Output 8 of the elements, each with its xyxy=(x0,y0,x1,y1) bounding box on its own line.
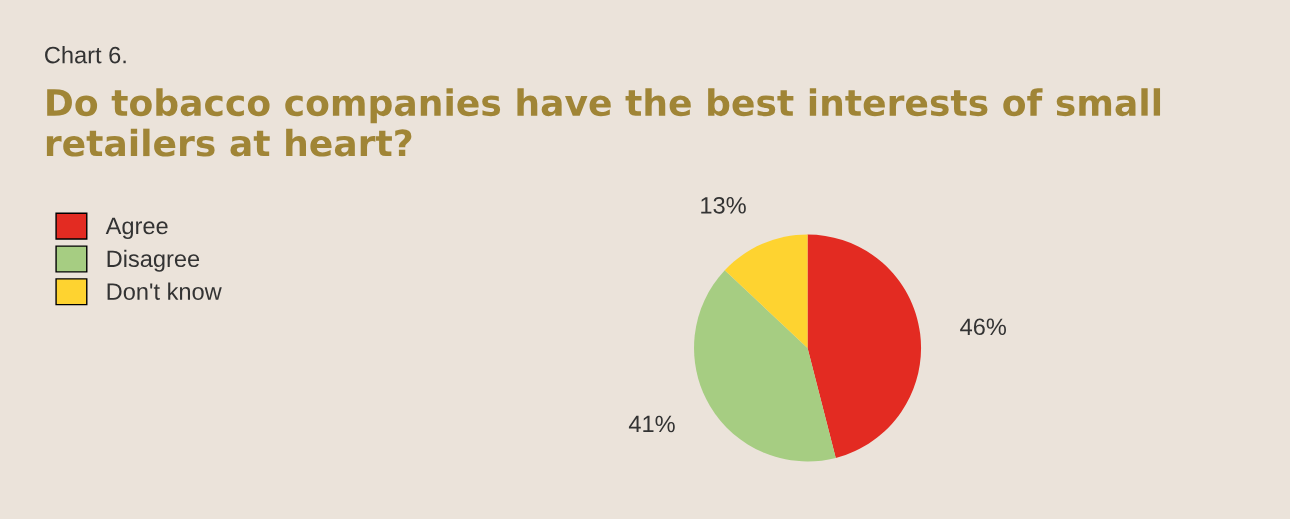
caption: Chart 6. xyxy=(45,46,126,64)
legend-label: Agree xyxy=(105,217,168,239)
legend-label: Don't know xyxy=(107,282,222,300)
data-label: 41% xyxy=(628,415,675,433)
chart-title: Do tobacco companies have the best interests of small retailers at heart? xyxy=(46,88,1161,157)
legend-label: Disagree xyxy=(107,249,200,272)
data-label: 13% xyxy=(701,196,746,214)
data-label: 46% xyxy=(960,318,1006,336)
